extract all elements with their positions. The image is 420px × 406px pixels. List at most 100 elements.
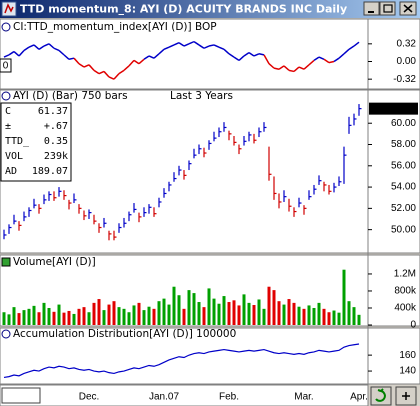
volume-bar xyxy=(122,308,126,325)
volume-bar xyxy=(302,308,306,325)
zero-label-box xyxy=(0,58,12,73)
volume-bar xyxy=(92,302,96,325)
volume-bar xyxy=(282,304,286,325)
volume-bar xyxy=(292,302,296,325)
close-glyph xyxy=(403,4,413,13)
pane-icon xyxy=(1,257,11,267)
x-tick-label: Apr. xyxy=(350,392,368,403)
volume-bar xyxy=(212,298,216,325)
minimize-button[interactable] xyxy=(363,1,380,16)
momentum-segment xyxy=(58,49,65,56)
y-tick-label: 160 xyxy=(399,350,416,361)
refresh-glyph xyxy=(375,388,386,402)
momentum-segment xyxy=(178,42,185,47)
momentum-segment xyxy=(198,44,205,49)
info-box xyxy=(0,102,72,182)
y-tick-label: -0.32 xyxy=(393,74,416,85)
volume-bar xyxy=(147,306,151,325)
volume-bar xyxy=(12,307,16,325)
info-value: 239k xyxy=(44,151,68,162)
volume-bar xyxy=(347,301,351,325)
momentum-segment xyxy=(113,73,120,80)
volume-bar xyxy=(307,305,311,325)
momentum-segment xyxy=(238,55,245,61)
momentum-segment xyxy=(233,56,240,62)
refresh-button[interactable] xyxy=(370,386,392,406)
y-tick-label: 52.00 xyxy=(391,203,416,214)
volume-bar xyxy=(2,312,6,325)
momentum-segment xyxy=(308,59,315,66)
app-icon-glyph xyxy=(4,3,14,14)
volume-bar xyxy=(167,304,171,325)
volume-bar xyxy=(87,312,91,325)
info-label: TTD_ xyxy=(5,136,30,147)
momentum-segment xyxy=(133,59,140,65)
volume-bar xyxy=(262,308,266,325)
volume-bar xyxy=(242,294,246,325)
momentum-segment xyxy=(288,69,295,73)
momentum-segment xyxy=(183,43,190,47)
volume-bar xyxy=(352,307,356,325)
maximize-button[interactable] xyxy=(379,1,396,16)
pane-title: AYI (D) (Bar) 750 bars xyxy=(13,90,128,102)
momentum-segment xyxy=(283,65,290,71)
ad-pane xyxy=(0,327,420,385)
momentum-segment xyxy=(248,52,255,57)
volume-bar xyxy=(127,312,131,325)
momentum-segment xyxy=(353,41,360,47)
pane-title: CI:TTD_momentum_index[AYI (D)] BOP xyxy=(13,21,217,33)
momentum-segment xyxy=(243,52,250,57)
volume-bar xyxy=(177,295,181,325)
y-tick-label: 0.00 xyxy=(397,56,417,67)
volume-bar xyxy=(52,311,56,325)
volume-bar xyxy=(337,312,341,325)
x-axis-strip xyxy=(0,384,369,406)
momentum-segment xyxy=(153,53,160,59)
momentum-segment xyxy=(93,69,100,75)
y-tick-label: 0 xyxy=(410,320,416,331)
volume-bar xyxy=(327,312,331,325)
volume-bar xyxy=(342,269,346,325)
title-bar xyxy=(0,0,420,18)
momentum-segment xyxy=(53,47,60,52)
momentum-segment xyxy=(193,40,200,46)
momentum-segment xyxy=(203,45,210,49)
momentum-segment xyxy=(33,44,40,50)
volume-bar xyxy=(7,314,11,325)
volume-bar xyxy=(172,286,176,325)
momentum-segment xyxy=(8,50,15,56)
momentum-segment xyxy=(38,45,45,50)
volume-bar xyxy=(247,302,251,325)
maximize-glyph xyxy=(383,4,393,13)
pane-icon xyxy=(1,91,11,101)
volume-bar xyxy=(82,307,86,325)
momentum-segment xyxy=(18,49,25,57)
volume-bar xyxy=(22,310,26,325)
info-label: AD xyxy=(5,166,17,177)
volume-bar xyxy=(17,313,21,325)
x-tick-label: Dec. xyxy=(79,392,100,403)
momentum-segment xyxy=(28,44,35,48)
volume-bar xyxy=(102,310,106,325)
volume-bar xyxy=(287,299,291,325)
y-tick-label: 400k xyxy=(394,303,417,314)
momentum-segment xyxy=(163,46,170,51)
window-buttons[interactable] xyxy=(363,1,417,16)
momentum-segment xyxy=(333,57,340,63)
last-price-box xyxy=(369,102,418,115)
volume-bar xyxy=(222,296,226,325)
command-input[interactable] xyxy=(1,387,41,404)
momentum-segment xyxy=(13,51,20,57)
momentum-segment xyxy=(258,53,265,56)
momentum-segment xyxy=(293,66,300,72)
volume-bar xyxy=(202,307,206,325)
volume-bar xyxy=(312,307,316,325)
volume-bar xyxy=(322,308,326,325)
momentum-segment xyxy=(273,67,280,70)
x-tick-label: Feb. xyxy=(219,392,239,403)
volume-bar xyxy=(257,299,261,325)
momentum-segment xyxy=(348,45,355,50)
momentum-segment xyxy=(298,66,305,70)
volume-bar xyxy=(332,310,336,325)
